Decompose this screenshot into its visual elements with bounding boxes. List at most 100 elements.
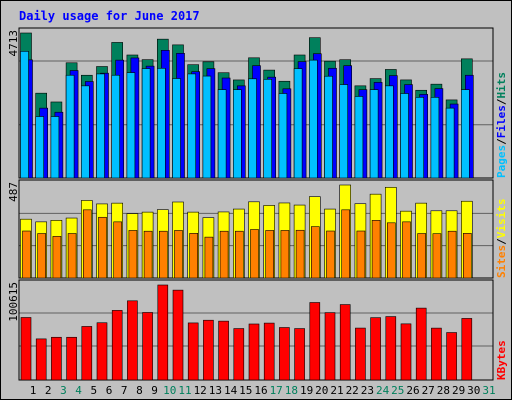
bar-kbytes-day-17 [263, 322, 275, 381]
day-label-10: 10 [163, 384, 176, 397]
panel-hits: 4713 Pages/Files/Hits [7, 27, 508, 179]
day-label-19: 19 [300, 384, 313, 397]
day-label-14: 14 [224, 384, 238, 397]
bar-kbytes-day-16 [248, 323, 260, 381]
bar-sites-day-30 [462, 233, 472, 279]
day-label-8: 8 [136, 384, 143, 397]
bar-sites-day-1 [22, 230, 31, 279]
bar-sites-day-19 [295, 229, 305, 279]
bar-kbytes-day-11 [172, 289, 184, 381]
bar-kbytes-day-7 [111, 310, 123, 381]
bar-sites-day-11 [174, 230, 183, 279]
bar-sites-day-24 [371, 220, 381, 279]
bar-kbytes-day-29 [446, 332, 457, 381]
bar-kbytes-day-19 [294, 328, 305, 381]
legend-item-pages: Pages [495, 145, 508, 178]
panel-visits-max-label: 487 [7, 182, 20, 202]
bar-kbytes-day-15 [233, 328, 245, 381]
day-label-4: 4 [75, 384, 82, 397]
bar-kbytes-day-1 [20, 317, 32, 381]
bar-pages-day-11 [172, 78, 181, 179]
bar-kbytes-day-22 [339, 304, 351, 381]
bar-kbytes-day-13 [203, 319, 214, 381]
bar-pages-day-23 [354, 96, 364, 179]
bar-pages-day-20 [308, 59, 318, 179]
bar-pages-day-15 [233, 89, 242, 179]
day-label-20: 20 [315, 384, 328, 397]
bar-kbytes-day-24 [370, 317, 381, 381]
day-label-24: 24 [376, 384, 390, 397]
bar-pages-day-28 [430, 97, 440, 179]
bar-sites-day-29 [447, 230, 457, 279]
bar-kbytes-day-10 [157, 284, 169, 381]
bar-pages-day-2 [35, 116, 45, 179]
bar-kbytes-day-25 [385, 316, 397, 381]
day-label-6: 6 [106, 384, 113, 397]
bar-sites-day-27 [417, 233, 427, 279]
bar-kbytes-day-9 [142, 312, 153, 381]
panel-hits-legend: Pages/Files/Hits [495, 72, 508, 178]
bar-pages-day-4 [65, 74, 75, 179]
legend-separator: / [495, 238, 508, 245]
bar-pages-day-14 [217, 89, 227, 179]
bar-pages-day-8 [126, 72, 136, 179]
bar-sites-day-4 [67, 233, 77, 279]
day-label-18: 18 [285, 384, 298, 397]
bar-sites-day-22 [341, 209, 351, 279]
bar-sites-day-7 [113, 221, 122, 279]
bar-pages-day-26 [400, 93, 409, 179]
day-label-26: 26 [406, 384, 419, 397]
bar-sites-day-8 [128, 230, 138, 279]
day-label-30: 30 [467, 384, 480, 397]
chart-panels: 4713 Pages/Files/Hits 487 Sites/Visits 10061… [7, 27, 508, 381]
bar-kbytes-day-23 [355, 327, 366, 381]
bar-sites-day-26 [402, 221, 411, 279]
bar-sites-day-5 [83, 209, 92, 279]
bar-sites-day-3 [52, 236, 62, 279]
bar-kbytes-day-26 [400, 323, 412, 381]
day-label-7: 7 [121, 384, 128, 397]
day-label-12: 12 [194, 384, 207, 397]
bar-sites-day-12 [189, 233, 198, 279]
bar-sites-day-20 [310, 226, 320, 279]
day-label-13: 13 [209, 384, 222, 397]
legend-item-kbytes: KBytes [495, 340, 508, 380]
bar-pages-day-21 [324, 75, 333, 179]
bar-pages-day-19 [293, 68, 303, 179]
bar-pages-day-5 [81, 85, 90, 179]
bar-sites-day-28 [432, 233, 442, 279]
bar-kbytes-day-30 [461, 318, 473, 381]
day-label-23: 23 [361, 384, 374, 397]
panel-visits-legend: Sites/Visits [495, 199, 508, 279]
day-label-27: 27 [422, 384, 435, 397]
chart-title: Daily usage for June 2017 [19, 9, 200, 23]
day-label-16: 16 [254, 384, 267, 397]
panel-hits-max-label: 4713 [7, 30, 20, 57]
bar-pages-day-22 [339, 84, 349, 179]
bar-kbytes-day-5 [81, 326, 93, 381]
bar-kbytes-day-18 [279, 327, 290, 381]
bar-pages-day-27 [415, 97, 425, 179]
day-label-25: 25 [391, 384, 404, 397]
bar-kbytes-day-3 [51, 336, 62, 381]
bar-sites-day-2 [37, 233, 47, 279]
panel-kbytes-max-label: 100615 [7, 282, 20, 322]
day-label-22: 22 [346, 384, 359, 397]
bar-pages-day-17 [263, 79, 273, 179]
bar-sites-day-17 [265, 230, 275, 279]
day-label-11: 11 [178, 384, 191, 397]
bar-sites-day-15 [235, 230, 244, 279]
panel-kbytes-legend: KBytes [495, 340, 508, 380]
bar-sites-day-23 [356, 230, 366, 279]
bar-pages-day-29 [445, 107, 455, 179]
legend-item-hits: Hits [495, 72, 508, 99]
bar-kbytes-day-4 [66, 336, 77, 381]
day-label-5: 5 [90, 384, 97, 397]
day-label-17: 17 [270, 384, 283, 397]
bar-pages-day-1 [20, 51, 29, 179]
bar-pages-day-7 [111, 74, 120, 179]
bar-kbytes-day-2 [35, 338, 47, 381]
day-label-2: 2 [45, 384, 52, 397]
bar-sites-day-25 [386, 222, 396, 279]
